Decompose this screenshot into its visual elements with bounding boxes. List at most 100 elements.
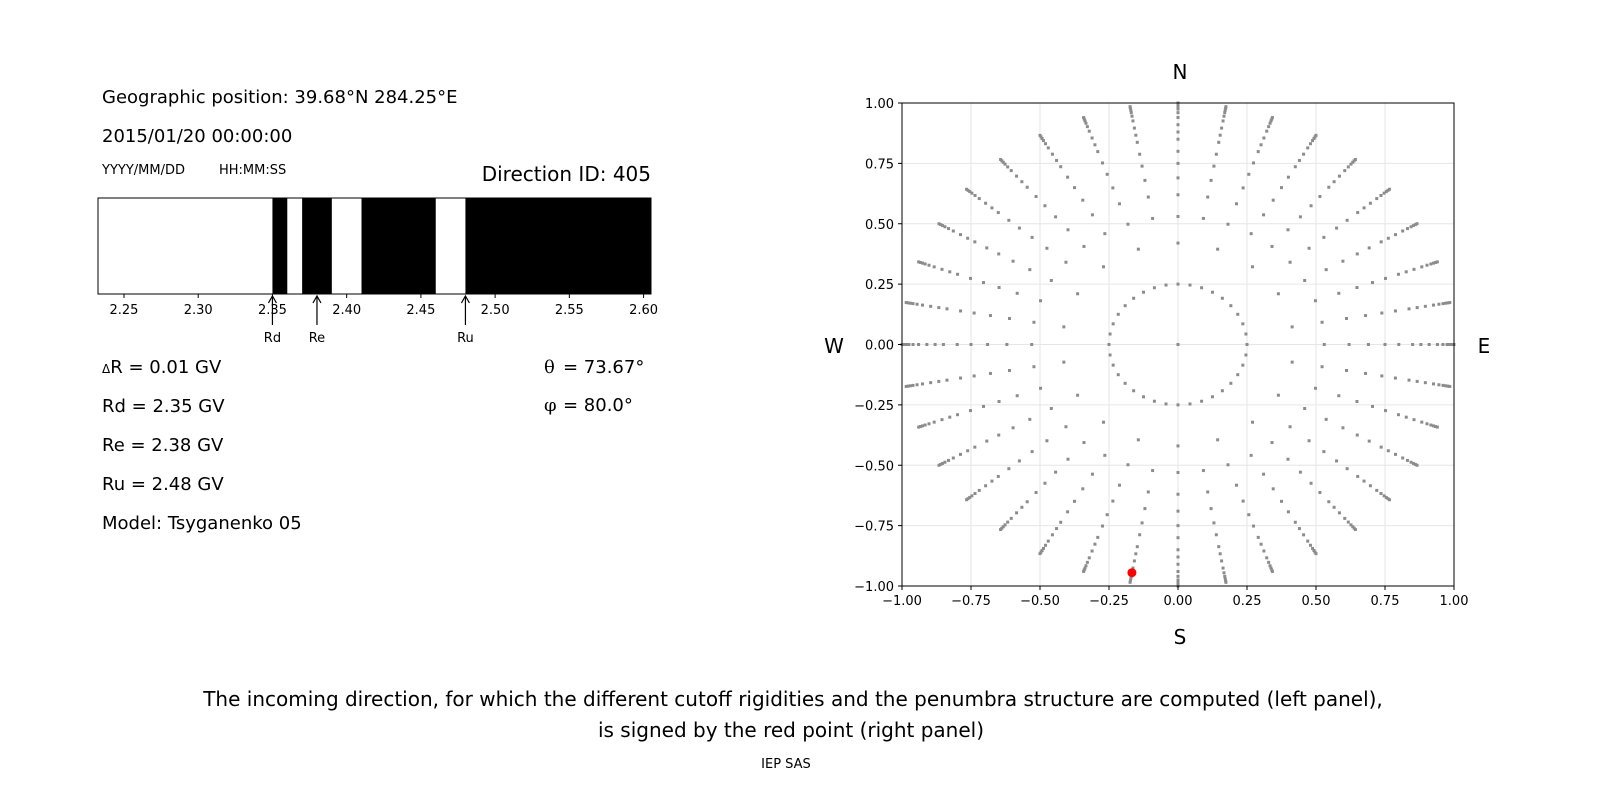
y-tick-label: 0.75 <box>865 157 894 172</box>
direction-point <box>1312 136 1316 140</box>
direction-point <box>1082 441 1086 445</box>
direction-point <box>1176 578 1180 582</box>
direction-point <box>1082 116 1086 120</box>
direction-point <box>927 263 931 267</box>
direction-point <box>1211 395 1214 399</box>
direction-point <box>1146 195 1150 199</box>
direction-point <box>1082 117 1086 121</box>
direction-point <box>1355 286 1359 290</box>
direction-point <box>1218 552 1222 556</box>
direction-point <box>985 246 989 250</box>
direction-point <box>1355 433 1359 437</box>
direction-point <box>937 463 941 467</box>
direction-point <box>1223 577 1227 581</box>
direction-point <box>1108 353 1112 357</box>
direction-point <box>1101 265 1105 269</box>
direction-point <box>1311 139 1315 143</box>
direction-point <box>1096 150 1100 154</box>
direction-point <box>1176 492 1180 496</box>
delta-r: ΔR = 0.01 GV <box>102 357 222 378</box>
direction-point <box>1176 282 1180 286</box>
direction-point <box>1015 291 1019 295</box>
direction-point <box>908 301 912 305</box>
direction-point <box>1364 314 1368 318</box>
direction-point <box>988 371 992 375</box>
direction-point <box>1286 457 1290 461</box>
direction-point <box>1220 559 1224 563</box>
direction-point <box>1176 524 1180 528</box>
caption-line-1: The incoming direction, for which the di… <box>202 687 1383 711</box>
direction-point <box>1251 265 1255 269</box>
direction-point <box>1308 543 1312 547</box>
direction-point <box>1176 570 1180 574</box>
direction-point <box>1380 374 1384 378</box>
direction-point <box>1384 495 1388 499</box>
direction-point <box>1176 536 1180 540</box>
x-tick-label: 2.60 <box>629 303 658 318</box>
direction-point <box>915 302 919 306</box>
y-tick-label: 0.25 <box>865 278 894 293</box>
direction-point <box>1176 111 1180 115</box>
direction-point <box>1107 343 1111 346</box>
direction-point <box>921 261 925 265</box>
direction-point <box>1384 190 1388 194</box>
direction-point <box>1303 406 1307 410</box>
direction-point <box>1337 511 1341 515</box>
direction-point <box>932 265 936 269</box>
x-tick-label: −0.25 <box>1089 594 1129 609</box>
direction-point <box>921 382 925 386</box>
direction-point <box>1249 232 1253 236</box>
x-tick-label: −0.50 <box>1020 594 1060 609</box>
direction-point <box>1090 213 1094 217</box>
direction-point <box>923 262 927 266</box>
direction-point <box>1337 291 1341 295</box>
direction-point <box>1028 417 1032 421</box>
direction-point <box>1015 174 1019 178</box>
direction-point <box>1034 490 1038 494</box>
direction-point <box>1411 461 1415 465</box>
direction-point <box>1200 286 1204 290</box>
direction-point <box>1368 201 1372 205</box>
direction-point <box>1059 165 1063 169</box>
direction-point <box>1332 180 1336 184</box>
direction-point <box>1100 524 1104 528</box>
bar-frame <box>97 197 652 295</box>
direction-point <box>1222 571 1226 575</box>
direction-point <box>1345 316 1349 320</box>
direction-point <box>1383 409 1387 413</box>
marker-label: Re <box>309 331 325 346</box>
direction-point <box>1040 136 1044 140</box>
direction-point <box>1262 549 1266 553</box>
direction-point <box>1413 462 1417 466</box>
direction-point <box>1298 215 1302 219</box>
direction-point <box>1262 136 1266 140</box>
direction-point <box>1176 176 1180 180</box>
direction-point <box>1293 520 1297 524</box>
x-tick-label: 0.25 <box>1233 594 1262 609</box>
direction-point <box>1256 150 1260 154</box>
direction-point <box>906 384 910 388</box>
direction-point <box>1309 204 1313 208</box>
direction-point <box>1393 309 1397 313</box>
direction-point <box>1103 232 1107 236</box>
direction-point <box>1046 146 1050 150</box>
direction-point <box>1345 218 1349 222</box>
direction-point <box>1135 545 1139 549</box>
x-tick-label: −0.75 <box>951 594 991 609</box>
direction-point <box>1050 533 1054 537</box>
compass-north: N <box>1173 60 1188 84</box>
direction-point <box>1164 402 1168 406</box>
direction-point <box>1007 316 1011 320</box>
direction-point <box>1081 198 1085 202</box>
direction-point <box>1044 142 1048 146</box>
x-tick-label: 2.30 <box>184 303 213 318</box>
compass-east: E <box>1478 334 1491 358</box>
direction-point <box>1252 161 1256 165</box>
direction-point <box>986 343 990 346</box>
direction-point <box>921 303 925 307</box>
direction-point <box>1054 215 1058 219</box>
direction-point <box>1427 343 1431 346</box>
direction-point <box>1371 281 1375 285</box>
direction-point <box>1223 108 1227 112</box>
direction-point <box>973 445 977 449</box>
